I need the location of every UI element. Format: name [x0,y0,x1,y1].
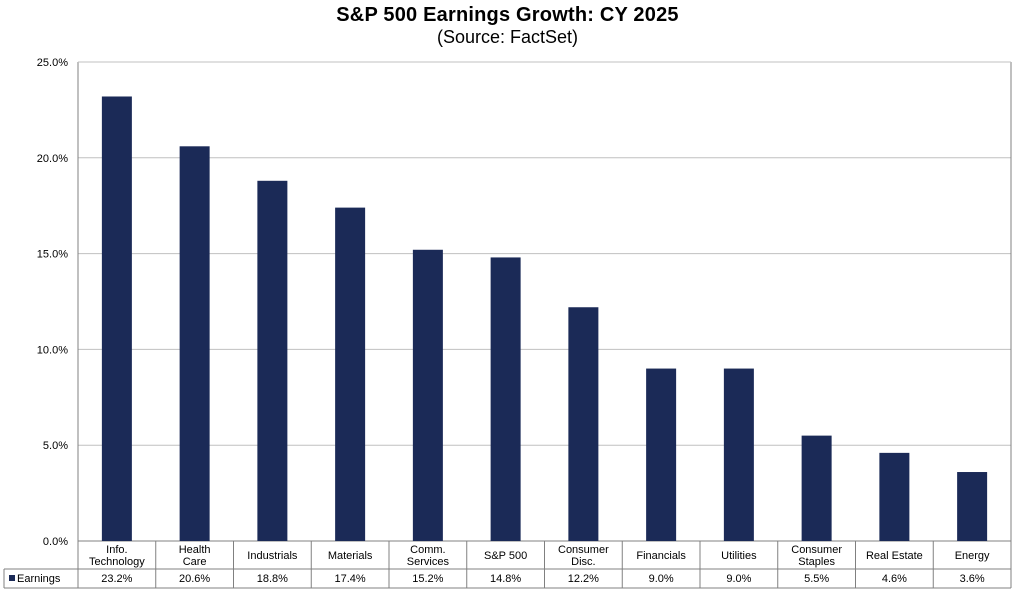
category-label: Info. [106,544,127,556]
category-label: Utilities [721,550,757,562]
bar [490,257,521,541]
category-label: Financials [636,550,686,562]
data-value-label: 14.8% [490,573,521,585]
data-value-label: 3.6% [960,573,985,585]
category-label: Health [179,544,211,556]
category-label: Care [183,556,207,568]
category-label: Services [407,556,450,568]
data-value-label: 4.6% [882,573,907,585]
data-value-label: 18.8% [257,573,288,585]
category-label: Real Estate [866,550,923,562]
bar [879,452,910,541]
y-tick-label: 25.0% [37,57,68,69]
chart-subtitle: (Source: FactSet) [436,27,579,47]
bar [257,180,288,542]
category-label: S&P 500 [484,550,527,562]
bar [646,368,677,541]
category-label: Energy [955,550,990,562]
data-value-label: 15.2% [412,573,443,585]
data-value-label: 9.0% [726,573,751,585]
category-label: Consumer [558,544,609,556]
bar [412,249,443,541]
bar [179,146,210,541]
bar [957,472,988,541]
y-tick-label: 15.0% [37,249,68,261]
legend-swatch [9,575,15,581]
y-tick-label: 10.0% [37,344,68,356]
bar [801,435,832,541]
category-label: Technology [89,556,145,568]
category-label: Comm. [410,544,445,556]
category-label: Consumer [791,544,842,556]
bar [101,96,132,541]
data-value-label: 23.2% [101,573,132,585]
chart-title: S&P 500 Earnings Growth: CY 2025 [336,4,679,26]
category-label: Disc. [571,556,595,568]
data-value-label: 17.4% [335,573,366,585]
category-label: Industrials [247,550,298,562]
data-value-label: 12.2% [568,573,599,585]
data-value-label: 5.5% [804,573,829,585]
y-tick-label: 0.0% [43,536,68,548]
category-label: Staples [798,556,835,568]
bar [568,307,599,541]
legend-label: Earnings [17,573,61,585]
bar [723,368,754,541]
y-tick-label: 20.0% [37,153,68,165]
bar [335,207,366,541]
data-value-label: 20.6% [179,573,210,585]
data-value-label: 9.0% [649,573,674,585]
y-tick-label: 5.0% [43,440,68,452]
category-label: Materials [328,550,373,562]
